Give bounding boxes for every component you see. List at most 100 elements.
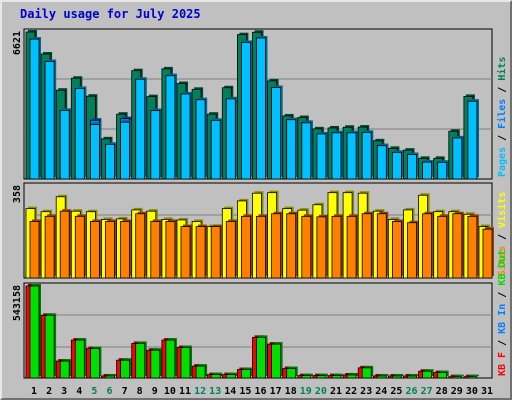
bar-sites-day-13 <box>210 226 221 279</box>
bar-pages-day-14 <box>225 98 236 180</box>
bar-pages-day-4 <box>74 88 85 180</box>
bar-sites-day-1 <box>29 221 40 279</box>
bar-pages-day-8 <box>135 78 146 180</box>
bar-kb-out-day-7 <box>120 359 130 379</box>
bar-sites-day-21 <box>331 215 342 279</box>
x-tick-label-day-26: 26 <box>405 386 417 397</box>
x-tick-label-day-17: 17 <box>270 386 282 397</box>
bar-pages-day-22 <box>346 132 357 180</box>
bar-pages-day-13 <box>210 119 221 180</box>
bar-kb-out-day-22 <box>346 374 357 379</box>
x-tick-label-day-8: 8 <box>137 386 143 397</box>
x-tick-label-day-5: 5 <box>91 386 97 397</box>
bar-kb-out-day-2 <box>44 314 55 379</box>
bar-pages-day-5 <box>90 124 100 180</box>
x-tick-label-day-13: 13 <box>209 386 221 397</box>
bar-sites-day-24 <box>376 213 387 279</box>
y-tick-label-2: 358 <box>12 185 23 203</box>
bar-pages-day-20 <box>316 133 327 180</box>
bar-sites-day-5 <box>90 221 100 279</box>
bar-kb-out-day-16 <box>256 336 266 379</box>
bar-sites-day-27 <box>422 213 433 279</box>
bar-pages-day-17 <box>271 87 282 180</box>
legend-part-2-1: Sites <box>496 246 508 276</box>
legend-part-1-5: Hits <box>496 57 508 81</box>
bar-sites-day-12 <box>195 226 206 279</box>
bar-kb-out-day-26-shadow <box>409 373 419 376</box>
bar-kb-out-day-9 <box>150 349 161 379</box>
bar-sites-day-23 <box>361 213 372 279</box>
bar-sites-day-2 <box>44 215 55 279</box>
bar-kb-out-day-3 <box>59 360 70 379</box>
bar-sites-day-26 <box>407 222 417 279</box>
legend-label-1: Pages / Files / Hits <box>496 57 508 177</box>
bar-kb-out-day-28 <box>437 372 448 379</box>
bar-kb-out-day-24-shadow <box>379 373 389 376</box>
bar-pages-day-3 <box>59 109 70 180</box>
x-tick-label-day-25: 25 <box>390 386 402 397</box>
bar-kb-out-day-19 <box>301 375 312 379</box>
bar-kb-out-day-15 <box>240 369 251 379</box>
x-tick-label-day-14: 14 <box>224 386 236 397</box>
bar-pages-day-21 <box>331 132 342 180</box>
y-tick-label-3: 543158 <box>12 285 23 321</box>
bar-kb-out-day-14 <box>225 374 236 379</box>
bar-kb-out-day-29 <box>452 376 463 379</box>
bar-kb-out-day-30-shadow <box>469 374 479 376</box>
x-tick-label-day-10: 10 <box>164 386 176 397</box>
bar-kb-out-day-23 <box>361 367 372 379</box>
bar-pages-day-15 <box>240 42 251 180</box>
x-tick-label-day-15: 15 <box>239 386 251 397</box>
bar-sites-day-6 <box>105 221 115 279</box>
bar-pages-day-16 <box>256 37 266 180</box>
legend-part-1-1: Pages <box>497 147 508 177</box>
bar-sites-day-28 <box>437 215 448 279</box>
x-tick-label-day-28: 28 <box>436 386 448 397</box>
bar-sites-day-4 <box>74 215 85 279</box>
legend-part-1-4: / <box>497 81 508 99</box>
bar-pages-day-12 <box>195 99 206 180</box>
bar-kb-out-day-8 <box>135 343 146 379</box>
legend-part-3-2: / <box>497 334 508 352</box>
bar-sites-day-11 <box>180 226 191 279</box>
bar-kb-out-day-19-shadow <box>303 373 313 376</box>
bar-pages-day-19 <box>301 122 312 180</box>
x-tick-label-day-2: 2 <box>46 386 52 397</box>
x-tick-label-day-4: 4 <box>76 386 82 397</box>
bar-pages-day-25 <box>391 151 402 180</box>
bar-sites-day-14 <box>225 221 236 279</box>
bar-kb-out-day-1 <box>29 285 40 379</box>
legend-part-3-4: / <box>497 286 508 304</box>
bar-kb-out-day-26 <box>407 375 417 379</box>
bar-pages-day-18 <box>286 119 297 180</box>
x-tick-label-day-12: 12 <box>194 386 206 397</box>
legend-part-2-2: / <box>497 228 508 246</box>
bar-kb-out-day-13 <box>210 374 221 379</box>
x-tick-label-day-29: 29 <box>451 386 463 397</box>
bar-kb-out-day-6-shadow <box>107 373 117 376</box>
legend-part-1-3: Files <box>496 99 508 129</box>
bar-pages-day-23 <box>361 131 372 180</box>
x-tick-label-day-11: 11 <box>179 386 191 397</box>
bar-pages-day-28 <box>437 161 448 180</box>
bar-kb-out-day-6 <box>105 375 115 379</box>
bar-kb-out-day-21 <box>331 375 342 379</box>
bar-kb-out-day-10 <box>165 339 176 379</box>
bar-pages-day-1 <box>29 38 40 180</box>
bar-sites-day-30 <box>467 215 478 279</box>
bar-kb-out-day-24 <box>376 375 387 379</box>
bar-pages-day-27 <box>422 161 433 180</box>
bar-sites-day-29 <box>452 213 463 279</box>
bar-kb-out-day-25-shadow <box>394 373 404 376</box>
legend-part-1-2: / <box>497 129 508 147</box>
y-tick-label-1: 6621 <box>12 31 23 55</box>
bar-pages-day-6 <box>105 143 115 180</box>
legend-part-3-5: KB Out <box>497 250 508 286</box>
bar-sites-day-31 <box>482 228 493 279</box>
bar-sites-day-20 <box>316 216 327 279</box>
x-tick-label-day-3: 3 <box>61 386 67 397</box>
bar-kb-out-day-20-shadow <box>318 373 328 376</box>
bar-kb-out-day-20 <box>316 375 327 379</box>
bar-kb-out-day-4 <box>74 339 85 379</box>
